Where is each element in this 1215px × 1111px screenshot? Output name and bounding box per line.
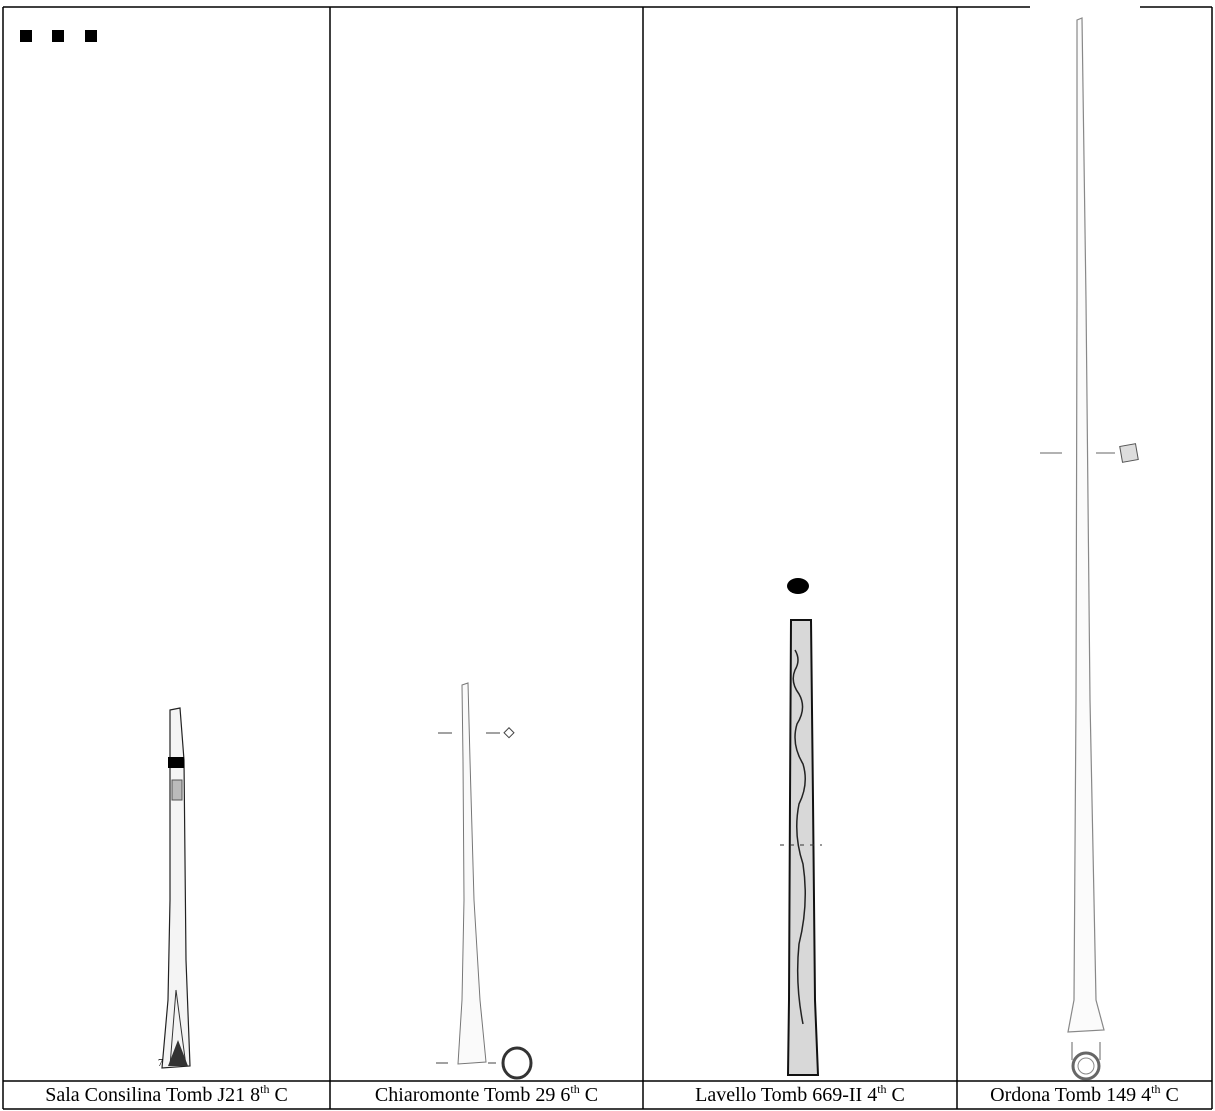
artifact-drawing (436, 682, 533, 1080)
caption-suffix: C (891, 1084, 905, 1106)
caption: Sala Consilina Tomb J21 8th C (3, 1082, 330, 1109)
caption-superscript: th (1151, 1082, 1161, 1096)
caption: Lavello Tomb 669-II 4th C (643, 1082, 957, 1109)
caption-text: Lavello Tomb 669-II 4 (695, 1084, 878, 1106)
caption-superscript: th (877, 1082, 887, 1096)
caption-superscript: th (260, 1082, 270, 1096)
scale-squares (20, 30, 97, 42)
caption-superscript: th (570, 1082, 580, 1096)
caption-text: Sala Consilina Tomb J21 8 (45, 1084, 261, 1106)
caption-text: Ordona Tomb 149 4 (990, 1084, 1152, 1106)
caption-suffix: C (1165, 1084, 1179, 1106)
caption: Ordona Tomb 149 4th C (957, 1082, 1212, 1109)
caption: Chiaromonte Tomb 29 6th C (330, 1082, 643, 1109)
table-grid (2, 6, 1213, 1110)
figure-number: 7 (158, 1058, 163, 1069)
artifact-drawing (1040, 17, 1139, 1081)
artifact-drawing (780, 578, 822, 1076)
caption-text: Chiaromonte Tomb 29 6 (374, 1084, 571, 1106)
caption-suffix: C (274, 1084, 288, 1106)
caption-suffix: C (584, 1084, 599, 1106)
artifact-drawing: 7 (158, 707, 191, 1069)
